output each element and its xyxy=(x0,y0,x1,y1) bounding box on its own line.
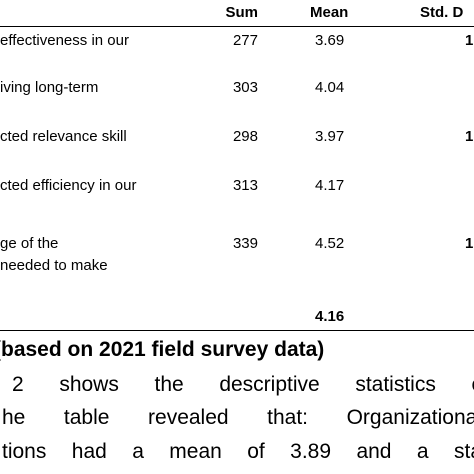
paragraph-line: he table revealed that: Organizational xyxy=(2,406,474,429)
sum-cell: 277 xyxy=(232,32,258,49)
column-header: Mean xyxy=(310,4,349,21)
std-cell: 1 xyxy=(465,32,474,49)
sum-cell: 298 xyxy=(232,128,258,145)
row-label: cted efficiency in our xyxy=(0,177,137,194)
paragraph-line: tions had a mean of 3.89 and a sta xyxy=(2,440,474,463)
mean-cell: 4.04 xyxy=(315,79,345,96)
sum-cell: 313 xyxy=(232,177,258,194)
table-rule xyxy=(0,330,474,331)
column-header: Std. D xyxy=(420,4,464,21)
mean-cell: 4.52 xyxy=(315,235,345,252)
std-cell: 1 xyxy=(465,128,474,145)
paragraph-line: 2 shows the descriptive statistics c xyxy=(12,373,474,396)
row-label: effectiveness in our xyxy=(0,32,129,49)
row-label: needed to make xyxy=(0,257,108,274)
row-label: cted relevance skill xyxy=(0,128,127,145)
column-header: Sum xyxy=(225,4,258,21)
caption: (based on 2021 field survey data) xyxy=(0,338,325,361)
total-mean: 4.16 xyxy=(315,308,345,325)
row-label: iving long-term xyxy=(0,79,99,96)
sum-cell: 339 xyxy=(232,235,258,252)
sum-cell: 303 xyxy=(232,79,258,96)
row-label: ge of the xyxy=(0,235,59,252)
header-rule xyxy=(0,26,474,27)
mean-cell: 4.17 xyxy=(315,177,345,194)
mean-cell: 3.69 xyxy=(315,32,345,49)
mean-cell: 3.97 xyxy=(315,128,345,145)
std-cell: 1 xyxy=(465,235,474,252)
